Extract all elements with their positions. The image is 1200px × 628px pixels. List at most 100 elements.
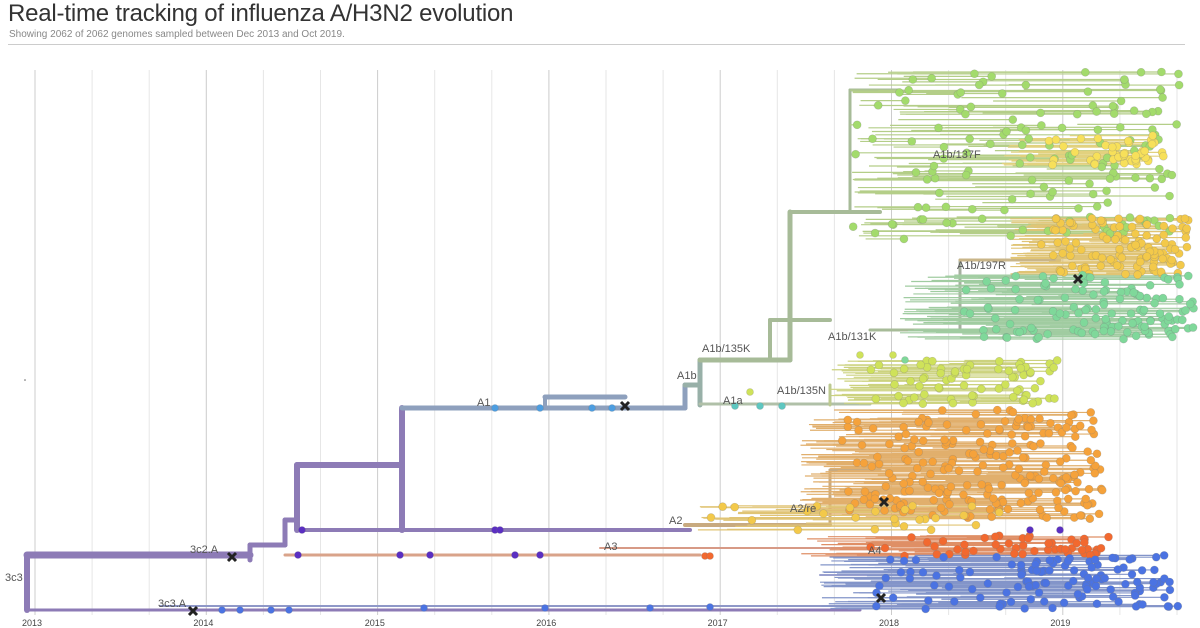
tip[interactable]	[900, 505, 910, 514]
tip[interactable]	[1090, 469, 1100, 478]
tip[interactable]	[1131, 173, 1140, 183]
tip[interactable]	[1051, 225, 1060, 235]
tip[interactable]	[1072, 538, 1082, 548]
tip[interactable]	[928, 356, 937, 366]
tip[interactable]	[1069, 302, 1079, 312]
tip[interactable]	[793, 525, 803, 535]
tip[interactable]	[924, 596, 933, 605]
tip[interactable]	[1131, 151, 1140, 161]
tip[interactable]	[1135, 257, 1145, 267]
tip[interactable]	[1085, 179, 1094, 189]
tip[interactable]	[872, 601, 881, 611]
tip[interactable]	[1074, 308, 1083, 318]
tip[interactable]	[934, 488, 944, 498]
tip[interactable]	[1036, 240, 1046, 249]
tip[interactable]	[922, 175, 932, 184]
tip[interactable]	[928, 457, 937, 467]
tip[interactable]	[1004, 539, 1014, 548]
tip[interactable]	[1020, 431, 1030, 441]
tip[interactable]	[901, 356, 909, 364]
tip[interactable]	[991, 540, 1001, 549]
tip[interactable]	[1080, 538, 1089, 547]
tip[interactable]	[1089, 416, 1098, 425]
tip[interactable]	[1159, 230, 1169, 240]
tip[interactable]	[396, 551, 404, 559]
tip[interactable]	[1094, 509, 1104, 519]
tip[interactable]	[965, 309, 975, 318]
tip[interactable]	[1159, 221, 1169, 231]
tip[interactable]	[1184, 271, 1193, 281]
tip[interactable]	[1119, 334, 1128, 344]
tip[interactable]	[977, 214, 987, 224]
tip[interactable]	[1146, 316, 1155, 326]
tip[interactable]	[1066, 251, 1075, 260]
tip[interactable]	[915, 515, 924, 525]
tip[interactable]	[1048, 187, 1057, 197]
tip[interactable]	[965, 567, 975, 577]
tip[interactable]	[1056, 478, 1066, 488]
tip[interactable]	[1121, 269, 1130, 279]
tip[interactable]	[1167, 170, 1177, 180]
tip[interactable]	[1173, 601, 1183, 611]
tip[interactable]	[843, 415, 853, 425]
tip[interactable]	[1081, 67, 1090, 77]
tip[interactable]	[978, 460, 988, 470]
tip[interactable]	[1170, 324, 1180, 334]
tip[interactable]	[915, 381, 924, 391]
tip[interactable]	[961, 109, 970, 119]
tip[interactable]	[895, 88, 904, 97]
tip[interactable]	[1034, 488, 1043, 498]
tip[interactable]	[1092, 574, 1101, 583]
tip[interactable]	[1071, 238, 1081, 248]
x-mark[interactable]	[1072, 273, 1084, 285]
tip[interactable]	[918, 436, 928, 446]
tip[interactable]	[956, 573, 965, 582]
tip[interactable]	[1076, 511, 1085, 520]
tip[interactable]	[1116, 123, 1125, 132]
tip[interactable]	[1007, 194, 1017, 204]
tip[interactable]	[976, 593, 985, 603]
tip[interactable]	[1108, 101, 1118, 111]
tip[interactable]	[936, 368, 945, 378]
tip[interactable]	[1018, 549, 1027, 559]
tip[interactable]	[941, 202, 951, 212]
tip[interactable]	[1049, 274, 1058, 283]
tip[interactable]	[1175, 280, 1184, 289]
tip[interactable]	[1093, 125, 1103, 135]
tip[interactable]	[1157, 174, 1167, 184]
tip[interactable]	[987, 72, 996, 81]
tip[interactable]	[1102, 186, 1111, 196]
tip[interactable]	[1157, 67, 1166, 77]
tip[interactable]	[1027, 175, 1037, 185]
tip[interactable]	[930, 542, 939, 551]
tip[interactable]	[1018, 225, 1028, 235]
tip[interactable]	[921, 604, 930, 614]
tip[interactable]	[1003, 504, 1013, 514]
tip[interactable]	[995, 425, 1004, 434]
tip[interactable]	[940, 435, 949, 445]
tip[interactable]	[1054, 503, 1063, 513]
tip[interactable]	[1046, 418, 1055, 428]
tip[interactable]	[974, 80, 984, 90]
tip[interactable]	[1142, 231, 1151, 240]
tip[interactable]	[1181, 233, 1191, 242]
tip[interactable]	[885, 439, 894, 449]
tip[interactable]	[1068, 261, 1077, 271]
tip[interactable]	[1036, 439, 1045, 448]
tip[interactable]	[929, 581, 939, 590]
tip[interactable]	[961, 285, 971, 295]
tip[interactable]	[1006, 597, 1016, 607]
tip[interactable]	[1004, 366, 1014, 376]
tip[interactable]	[935, 188, 944, 198]
tip[interactable]	[1131, 229, 1140, 239]
tip[interactable]	[899, 364, 909, 374]
tip[interactable]	[998, 463, 1008, 472]
tip[interactable]	[1139, 305, 1149, 315]
tip[interactable]	[1009, 549, 1019, 559]
tip[interactable]	[932, 550, 942, 559]
tip[interactable]	[1127, 569, 1137, 579]
tip[interactable]	[1174, 69, 1183, 79]
tip[interactable]	[921, 203, 931, 212]
tip[interactable]	[905, 574, 915, 583]
tip[interactable]	[948, 398, 958, 408]
